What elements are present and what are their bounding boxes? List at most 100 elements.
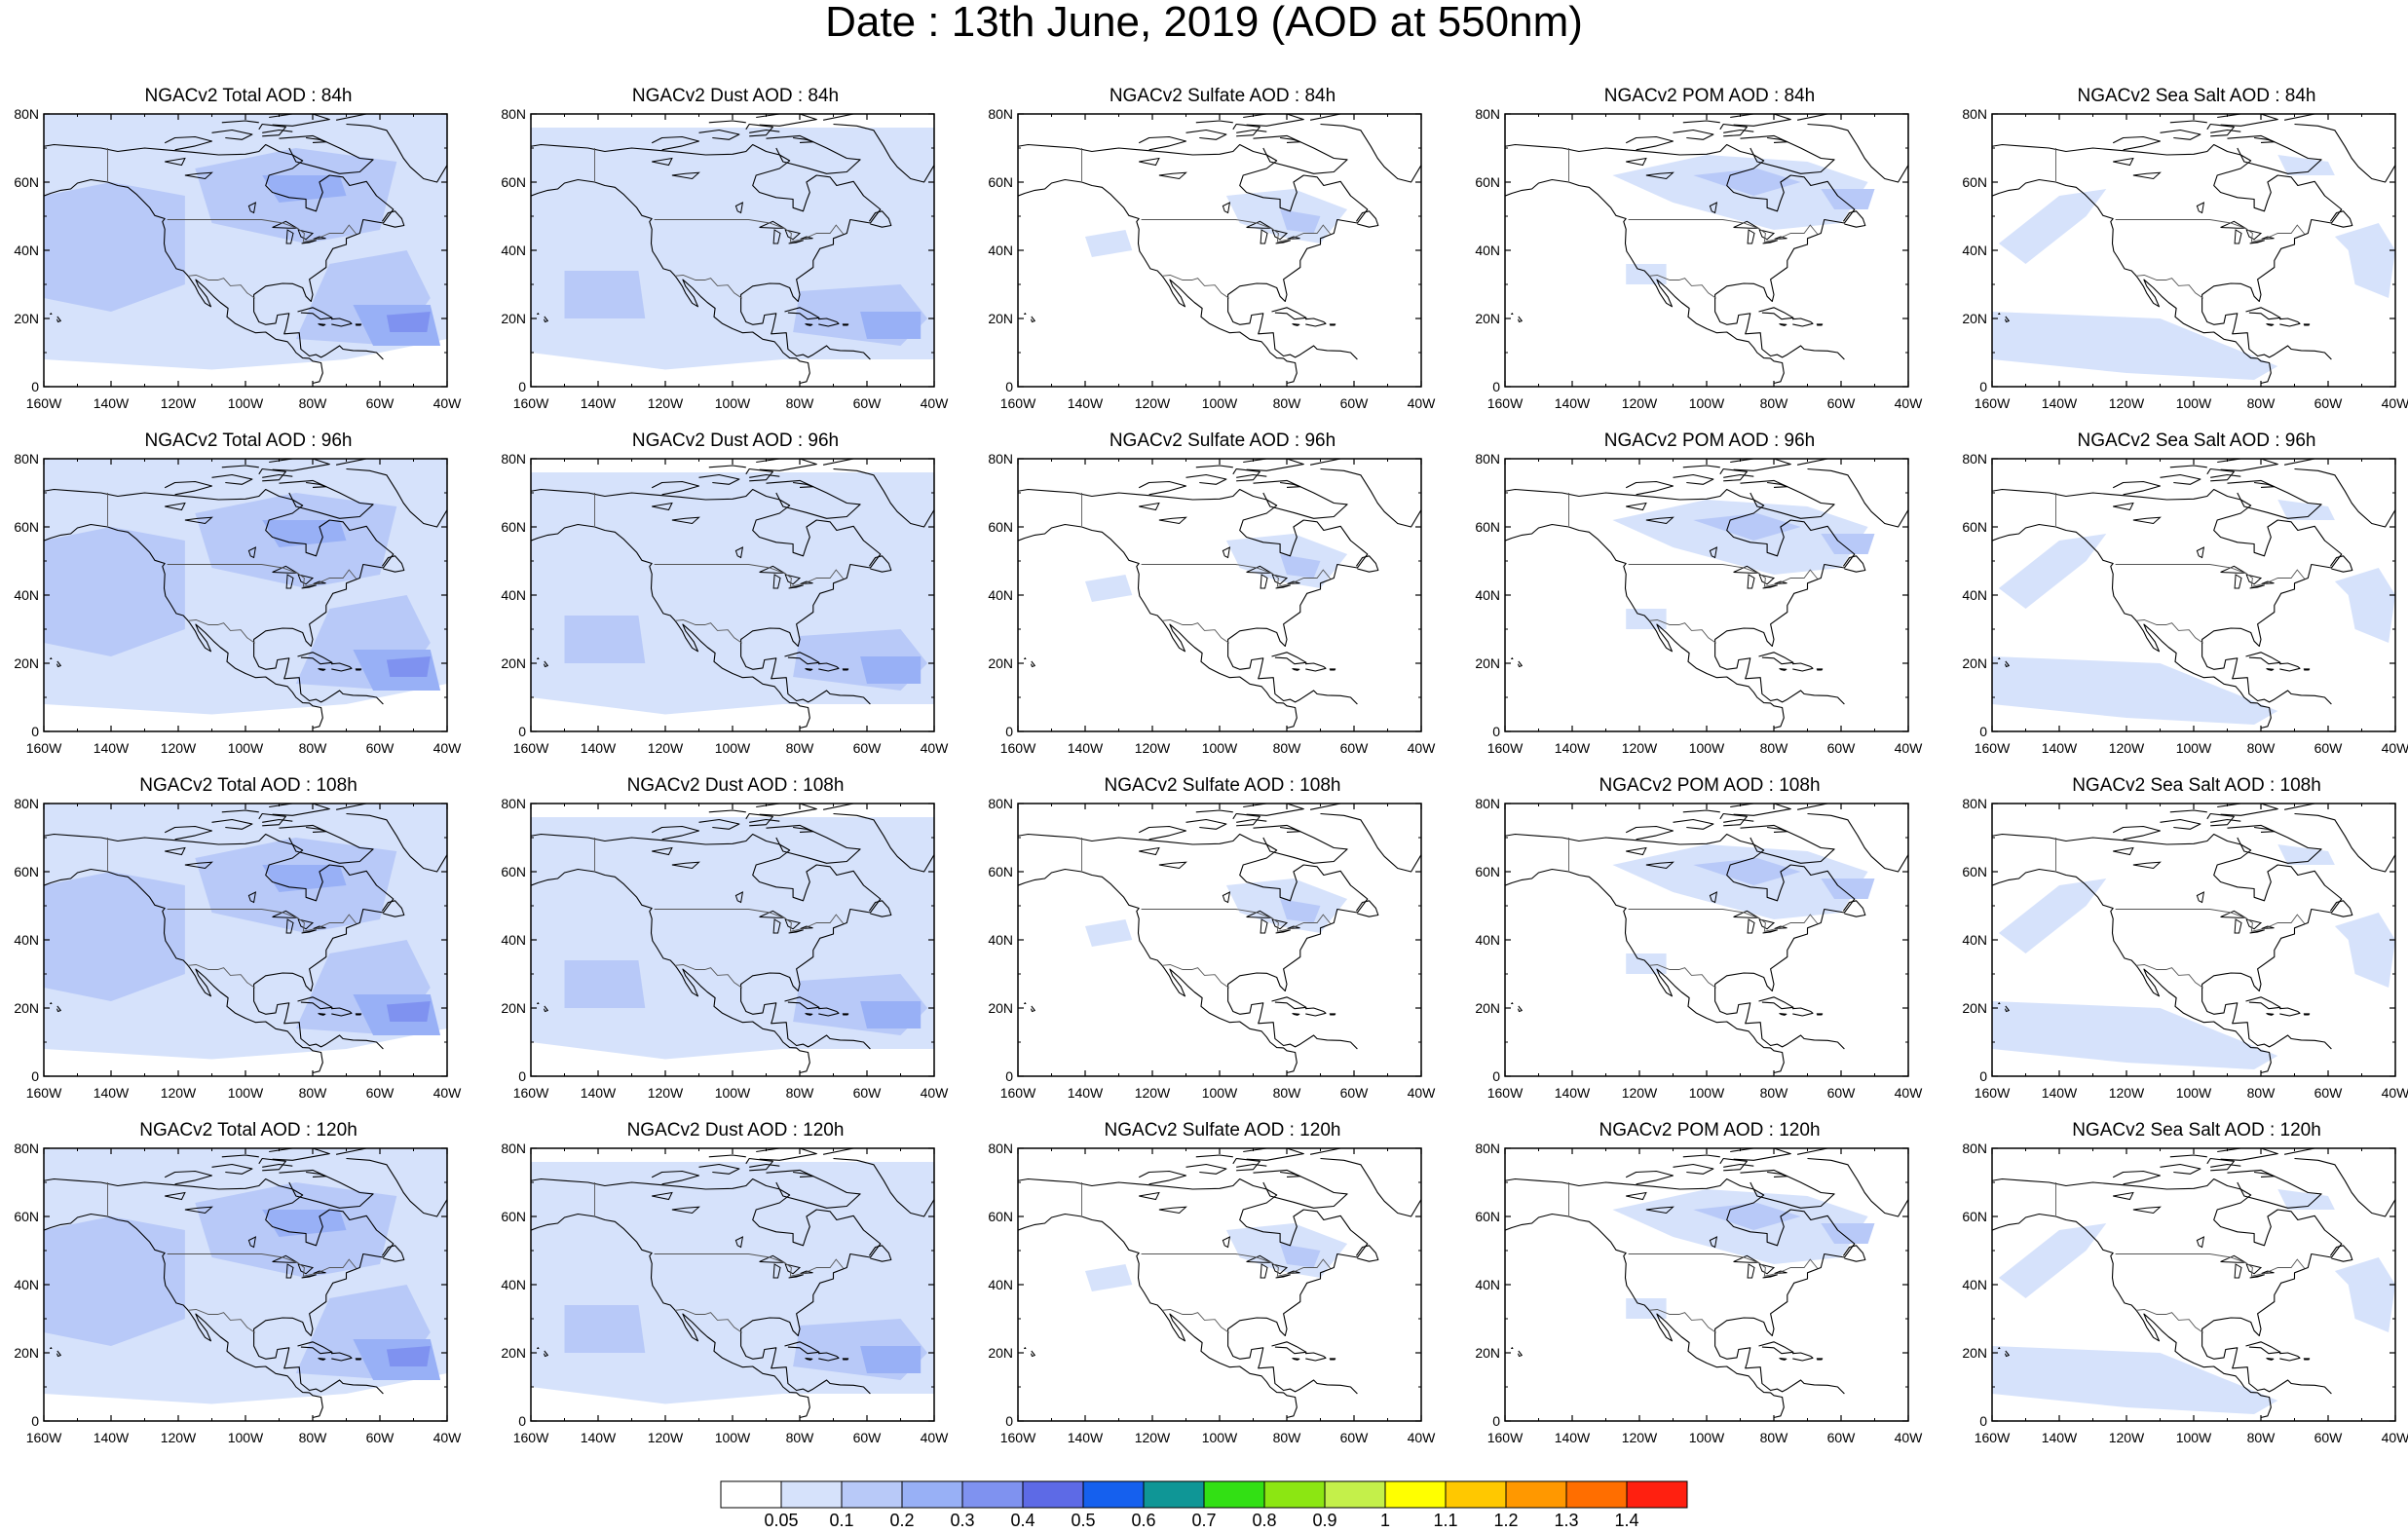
coastline <box>698 129 740 140</box>
coastline <box>1758 1341 1794 1355</box>
lake-outline <box>1139 846 1160 856</box>
coastline <box>211 129 253 140</box>
coastline <box>745 467 773 482</box>
coastline <box>1297 107 1347 111</box>
aod-shading <box>1280 209 1321 234</box>
lon-tick-label: 60W <box>366 740 395 756</box>
aod-shading <box>1085 230 1133 257</box>
lon-tick-label: 100W <box>1689 740 1725 756</box>
lake-outline <box>313 580 326 584</box>
lat-tick-label: 40N <box>1962 587 1987 603</box>
lake-outline <box>165 846 186 856</box>
coastline <box>543 316 548 323</box>
colorbar-swatch <box>1505 1480 1567 1509</box>
coastline <box>1292 1013 1300 1016</box>
lon-tick-label: 120W <box>2109 740 2145 756</box>
lon-tick-label: 80W <box>299 740 328 756</box>
colorbar-label: 1.1 <box>1433 1511 1457 1530</box>
lon-tick-label: 120W <box>1622 395 1658 411</box>
coastline <box>784 307 820 320</box>
coastline <box>1723 473 1754 478</box>
lat-tick-label: 80N <box>988 451 1013 467</box>
lake-outline <box>297 1263 315 1275</box>
lon-tick-label: 120W <box>1135 1430 1171 1445</box>
lon-tick-label: 160W <box>1975 1430 2011 1445</box>
coastline <box>1309 459 1421 528</box>
lat-tick-label: 60N <box>14 1209 39 1224</box>
coastline <box>1329 1013 1336 1016</box>
coastline <box>56 1005 61 1013</box>
coastline <box>2004 1005 2010 1013</box>
lon-tick-label: 120W <box>2109 395 2145 411</box>
lat-tick-label: 80N <box>988 106 1013 122</box>
coastline <box>1816 668 1824 671</box>
coastline <box>1517 1005 1523 1013</box>
lake-outline <box>247 1236 257 1249</box>
coastline <box>2329 210 2353 228</box>
coastline <box>1625 135 1674 151</box>
aod-shading <box>1821 189 1875 209</box>
lake-outline <box>285 229 294 244</box>
colorbar-label: 0.1 <box>829 1511 853 1530</box>
lake-outline <box>1626 846 1647 856</box>
lake-outline <box>1774 1270 1787 1274</box>
lon-tick-label: 100W <box>1202 395 1238 411</box>
coastline <box>1018 1213 1298 1419</box>
coastline <box>1304 318 1327 327</box>
lon-tick-label: 100W <box>715 395 751 411</box>
aod-shading <box>1998 534 2107 609</box>
lake-outline <box>2132 516 2162 525</box>
panel-title: NGACv2 POM AOD : 120h <box>1599 1120 1821 1140</box>
lon-tick-label: 140W <box>1555 1085 1591 1101</box>
lake-outline <box>165 157 186 167</box>
lat-tick-label: 80N <box>1962 106 1987 122</box>
aod-shading <box>44 872 185 1001</box>
lake-outline <box>1158 171 1187 180</box>
lake-outline <box>1260 229 1268 244</box>
coastline <box>1271 996 1307 1010</box>
coastline <box>1236 473 1267 478</box>
coastline <box>1505 1178 1856 1395</box>
coastline <box>1673 818 1714 830</box>
lat-tick-label: 80N <box>501 796 526 811</box>
coastline <box>531 488 882 705</box>
coastline <box>330 318 353 327</box>
political-border <box>674 1309 742 1333</box>
coastline <box>2303 1358 2311 1361</box>
coastline <box>1185 818 1227 830</box>
coastline <box>749 1163 780 1168</box>
lat-tick-label: 40N <box>1475 932 1500 948</box>
lake-outline <box>313 1270 326 1274</box>
lat-tick-label: 40N <box>1475 1277 1500 1292</box>
coastline <box>531 833 882 1050</box>
coastline <box>1030 316 1035 323</box>
political-border <box>1141 1253 1332 1277</box>
lake-outline <box>1271 574 1289 585</box>
lake-outline <box>1626 502 1647 511</box>
panel-title: NGACv2 Dust AOD : 120h <box>626 1120 845 1140</box>
coastline <box>297 652 333 665</box>
lon-tick-label: 120W <box>1622 740 1658 756</box>
lake-outline <box>671 861 700 870</box>
lake-outline <box>788 240 804 244</box>
coastline <box>1816 323 1824 326</box>
panel-title: NGACv2 Sulfate AOD : 96h <box>1109 430 1336 451</box>
coastline <box>1355 555 1379 573</box>
lon-tick-label: 80W <box>1760 1430 1789 1445</box>
coastline <box>164 825 213 841</box>
coastline <box>335 459 447 528</box>
lake-outline <box>1758 574 1776 585</box>
lon-tick-label: 60W <box>366 1085 395 1101</box>
coastline <box>1784 452 1834 456</box>
political-border <box>2115 1253 2306 1277</box>
coastline <box>2329 1245 2353 1262</box>
panel-title: NGACv2 Sulfate AOD : 108h <box>1104 775 1341 796</box>
coastline <box>355 1358 362 1361</box>
coastline <box>1719 123 1748 137</box>
coastline <box>822 1148 934 1217</box>
coastline <box>211 818 253 830</box>
coastline <box>1280 481 1301 488</box>
map-plot: 160W 140W 120W 100W 80W 60W 40W 0 20N 40N 60N 80N <box>1962 796 2408 1101</box>
lon-tick-label: 80W <box>299 395 328 411</box>
lat-tick-label: 80N <box>988 1140 1013 1156</box>
